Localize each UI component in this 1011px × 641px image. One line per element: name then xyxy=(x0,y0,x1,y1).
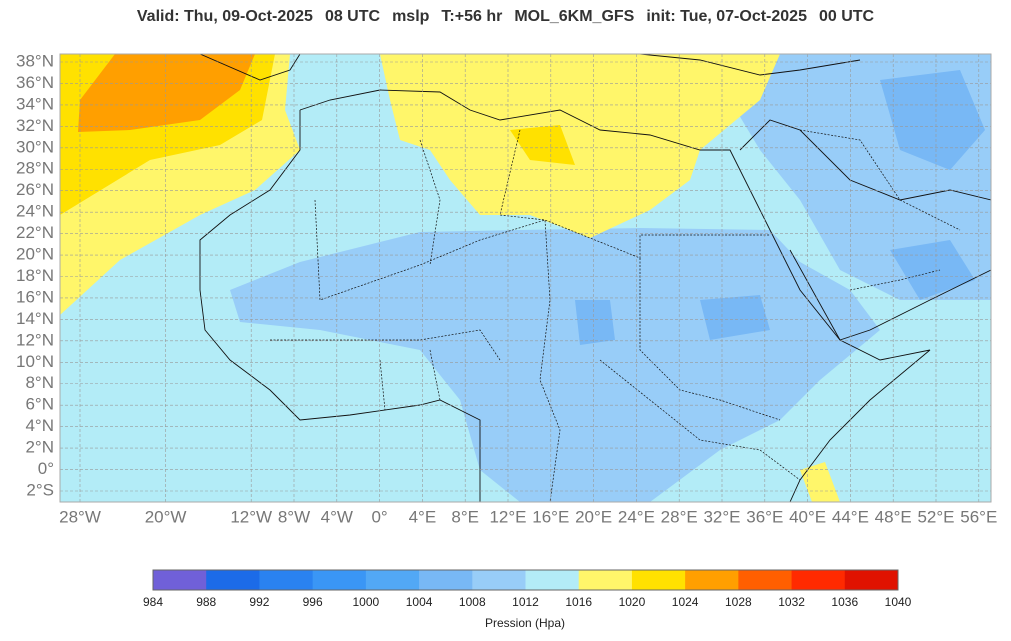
lon-tick-label: 32°E xyxy=(703,507,740,526)
colorbar-tick-label: 1036 xyxy=(831,595,858,609)
lat-tick-label: 38°N xyxy=(16,51,54,70)
lat-tick-label: 16°N xyxy=(16,287,54,306)
lat-tick-label: 8°N xyxy=(25,373,54,392)
lon-tick-label: 44°E xyxy=(832,507,869,526)
colorbar-swatch xyxy=(525,570,580,590)
lon-tick-label: 28°E xyxy=(661,507,698,526)
title-part: T:+56 hr xyxy=(441,8,503,25)
colorbar-swatch xyxy=(419,570,473,590)
colorbar-swatch xyxy=(578,570,633,590)
lat-tick-label: 18°N xyxy=(16,266,54,285)
lon-tick-label: 12°W xyxy=(230,507,272,526)
title-part: MOL_6KM_GFS xyxy=(514,8,635,25)
lon-tick-label: 16°E xyxy=(532,507,569,526)
lon-tick-label: 40°E xyxy=(789,507,826,526)
colorbar-swatch xyxy=(206,570,260,590)
lon-tick-label: 52°E xyxy=(917,507,954,526)
colorbar-tick-label: 1032 xyxy=(778,595,805,609)
colorbar-swatch xyxy=(685,570,739,590)
colorbar-frame xyxy=(152,569,899,591)
title-part: 08 UTC xyxy=(324,8,381,25)
colorbar-swatch xyxy=(365,570,420,590)
lat-tick-label: 0° xyxy=(38,459,54,478)
lon-tick-label: 20°E xyxy=(575,507,612,526)
lon-tick-label: 28°W xyxy=(59,507,101,526)
colorbar-tick-label: 1024 xyxy=(672,595,699,609)
colorbar-swatch xyxy=(153,570,207,590)
colorbar-tick-label: 992 xyxy=(249,595,269,609)
title-part: init: Tue, 07-Oct-2025 xyxy=(646,8,807,25)
colorbar-swatch xyxy=(791,570,846,590)
lat-tick-label: 26°N xyxy=(16,180,54,199)
lon-tick-label: 4°E xyxy=(409,507,437,526)
colorbar: 984 988 992 996 1000 1004 1008 1012 1016 1020 1024… xyxy=(143,569,912,609)
lon-tick-label: 20°W xyxy=(145,507,187,526)
lat-tick-label: 4°N xyxy=(25,416,54,435)
map-frame xyxy=(59,53,992,503)
lon-tick-label: 8°E xyxy=(451,507,479,526)
lat-tick-label: 10°N xyxy=(16,352,54,371)
colorbar-label: Pression (Hpa) xyxy=(485,616,565,630)
colorbar-swatch xyxy=(472,570,526,590)
lat-tick-label: 20°N xyxy=(16,245,54,264)
graticule xyxy=(60,54,991,502)
colorbar-swatch xyxy=(259,570,314,590)
title-part: 00 UTC xyxy=(818,8,875,25)
colorbar-tick-label: 1004 xyxy=(406,595,433,609)
map-field xyxy=(60,54,991,502)
colorbar-tick-label: 984 xyxy=(143,595,163,609)
lat-tick-label: 2°S xyxy=(26,480,54,499)
lat-tick-label: 14°N xyxy=(16,309,54,328)
lon-tick-label: 56°E xyxy=(960,507,997,526)
lat-tick-label: 24°N xyxy=(16,202,54,221)
lon-tick-label: 8°W xyxy=(278,507,310,526)
colorbar-tick-label: 1008 xyxy=(459,595,486,609)
title-part: mslp xyxy=(392,8,430,25)
lon-tick-label: 4°W xyxy=(321,507,353,526)
lat-tick-label: 32°N xyxy=(16,116,54,135)
colorbar-tick-label: 1028 xyxy=(725,595,752,609)
lat-tick-label: 6°N xyxy=(25,395,54,414)
title: Valid: Thu, 09-Oct-2025 08 UTC mslp T:+56 h… xyxy=(0,8,1011,26)
lat-tick-label: 2°N xyxy=(25,438,54,457)
lat-tick-label: 22°N xyxy=(16,223,54,242)
lat-tick-label: 12°N xyxy=(16,330,54,349)
colorbar-tick-label: 1016 xyxy=(565,595,592,609)
lon-tick-label: 48°E xyxy=(875,507,912,526)
colorbar-swatch xyxy=(738,570,793,590)
lat-tick-label: 30°N xyxy=(16,137,54,156)
colorbar-swatch xyxy=(631,570,686,590)
colorbar-swatch xyxy=(844,570,899,590)
colorbar-tick-label: 996 xyxy=(303,595,323,609)
colorbar-tick-label: 1020 xyxy=(619,595,646,609)
map-ticks: 38°N 36°N 34°N 32°N 30°N 28°N 26°N 24°N 22°N 20°N… xyxy=(16,51,997,526)
lon-tick-label: 24°E xyxy=(618,507,655,526)
colorbar-tick-label: 1012 xyxy=(512,595,539,609)
colorbar-swatch xyxy=(312,570,367,590)
lon-tick-label: 0° xyxy=(371,507,387,526)
lon-tick-label: 36°E xyxy=(746,507,783,526)
colorbar-tick-label: 988 xyxy=(196,595,216,609)
colorbar-tick-label: 1000 xyxy=(353,595,380,609)
colorbar-tick-label: 1040 xyxy=(885,595,912,609)
lon-tick-label: 12°E xyxy=(489,507,526,526)
lat-tick-label: 36°N xyxy=(16,73,54,92)
title-part: Valid: Thu, 09-Oct-2025 xyxy=(136,8,313,25)
lat-tick-label: 28°N xyxy=(16,159,54,178)
lat-tick-label: 34°N xyxy=(16,94,54,113)
